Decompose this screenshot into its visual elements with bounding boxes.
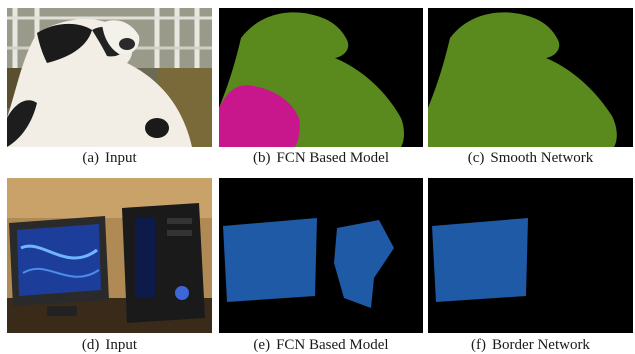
panel-caption: Border Network: [492, 337, 590, 353]
panel-caption: FCN Based Model: [276, 150, 390, 166]
segmentation-mask: [428, 178, 633, 333]
border-network-monitor-segmentation: [428, 178, 633, 333]
caption-e: (e) FCN Based Model: [219, 336, 423, 354]
caption-a: (a) Input: [7, 149, 212, 167]
cow-region: [428, 12, 617, 147]
caption-f: (f) Border Network: [428, 336, 633, 354]
caption-b: (b) FCN Based Model: [219, 149, 423, 167]
panel-tag: (f): [471, 337, 487, 353]
segmentation-mask: [219, 8, 423, 147]
panel-tag: (d): [81, 337, 100, 353]
segmentation-mask: [428, 8, 633, 147]
panel-caption: Smooth Network: [490, 150, 594, 166]
panel-caption: FCN Based Model: [276, 337, 389, 353]
monitor-photo-illustration: [7, 178, 212, 333]
panel-tag: (b): [253, 150, 271, 166]
fcn-monitor-segmentation: [219, 178, 423, 333]
caption-c: (c) Smooth Network: [428, 149, 633, 167]
monitor-region-right: [334, 220, 394, 308]
smooth-network-cow-segmentation: [428, 8, 633, 147]
panel-caption: Input: [104, 150, 137, 166]
input-cow-photo: [7, 8, 212, 147]
monitor-region-left: [223, 218, 317, 302]
caption-d: (d) Input: [7, 336, 212, 354]
cow-photo-illustration: [7, 8, 212, 147]
panel-tag: (a): [82, 150, 99, 166]
panel-tag: (c): [467, 150, 485, 166]
panel-tag: (e): [253, 337, 271, 353]
segmentation-mask: [219, 178, 423, 333]
monitor-region: [432, 218, 528, 302]
panel-caption: Input: [105, 337, 138, 353]
fcn-cow-segmentation: [219, 8, 423, 147]
input-monitor-photo: [7, 178, 212, 333]
person-region: [219, 85, 300, 147]
